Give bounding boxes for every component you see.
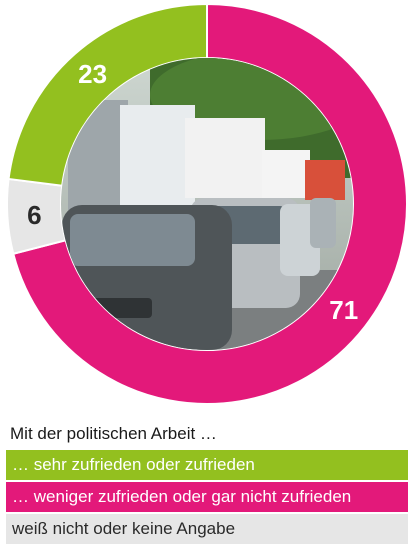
legend-title: Mit der politischen Arbeit … xyxy=(10,424,217,443)
slice-no-answer-value-label: 6 xyxy=(27,200,41,230)
slice-dissatisfied-value-label: 71 xyxy=(329,295,358,325)
legend-item-no-answer: weiß nicht oder keine Angabe xyxy=(6,514,408,544)
legend-item-satisfied: … sehr zufrieden oder zufrieden xyxy=(6,450,408,480)
slice-satisfied-value-label: 23 xyxy=(78,59,107,89)
slice-labels: 71 6 23 xyxy=(27,59,358,325)
donut-chart-svg: 71 6 23 xyxy=(6,2,408,405)
legend-item-dissatisfied: … weniger zufrieden oder gar nicht zufri… xyxy=(6,482,408,512)
donut-chart: 71 6 23 Mit der politischen Arbeit … … seh… xyxy=(6,2,408,544)
